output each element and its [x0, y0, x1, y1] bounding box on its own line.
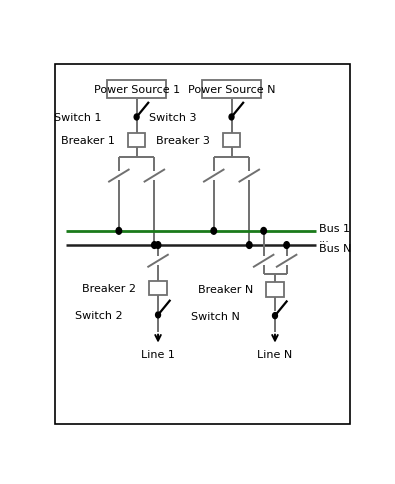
Circle shape: [134, 115, 139, 121]
Text: ...: ...: [319, 233, 330, 243]
Circle shape: [152, 242, 157, 249]
Text: Switch 2: Switch 2: [75, 310, 123, 320]
Text: Line 1: Line 1: [141, 349, 175, 360]
Text: Switch N: Switch N: [191, 311, 240, 321]
Bar: [266, 283, 284, 297]
Text: Breaker 1: Breaker 1: [61, 136, 115, 146]
Bar: [202, 81, 261, 99]
Circle shape: [284, 242, 290, 249]
Bar: [223, 134, 241, 148]
Text: Bus N: Bus N: [319, 243, 351, 254]
Circle shape: [229, 115, 234, 121]
Text: Switch 3: Switch 3: [149, 113, 196, 123]
Circle shape: [273, 313, 277, 319]
Text: Breaker N: Breaker N: [198, 285, 253, 295]
Circle shape: [155, 242, 161, 249]
Bar: [128, 134, 145, 148]
Text: Power Source N: Power Source N: [188, 85, 275, 95]
Text: Line N: Line N: [258, 349, 293, 360]
Text: Switch 1: Switch 1: [54, 113, 102, 123]
Bar: [107, 81, 166, 99]
Circle shape: [156, 312, 160, 318]
Circle shape: [211, 228, 216, 235]
Bar: [149, 281, 167, 295]
Circle shape: [246, 242, 252, 249]
Text: Breaker 3: Breaker 3: [156, 136, 209, 146]
Text: Power Source 1: Power Source 1: [94, 85, 180, 95]
Circle shape: [116, 228, 122, 235]
Text: Bus 1: Bus 1: [319, 224, 350, 234]
Text: Breaker 2: Breaker 2: [82, 283, 136, 293]
Circle shape: [261, 228, 266, 235]
